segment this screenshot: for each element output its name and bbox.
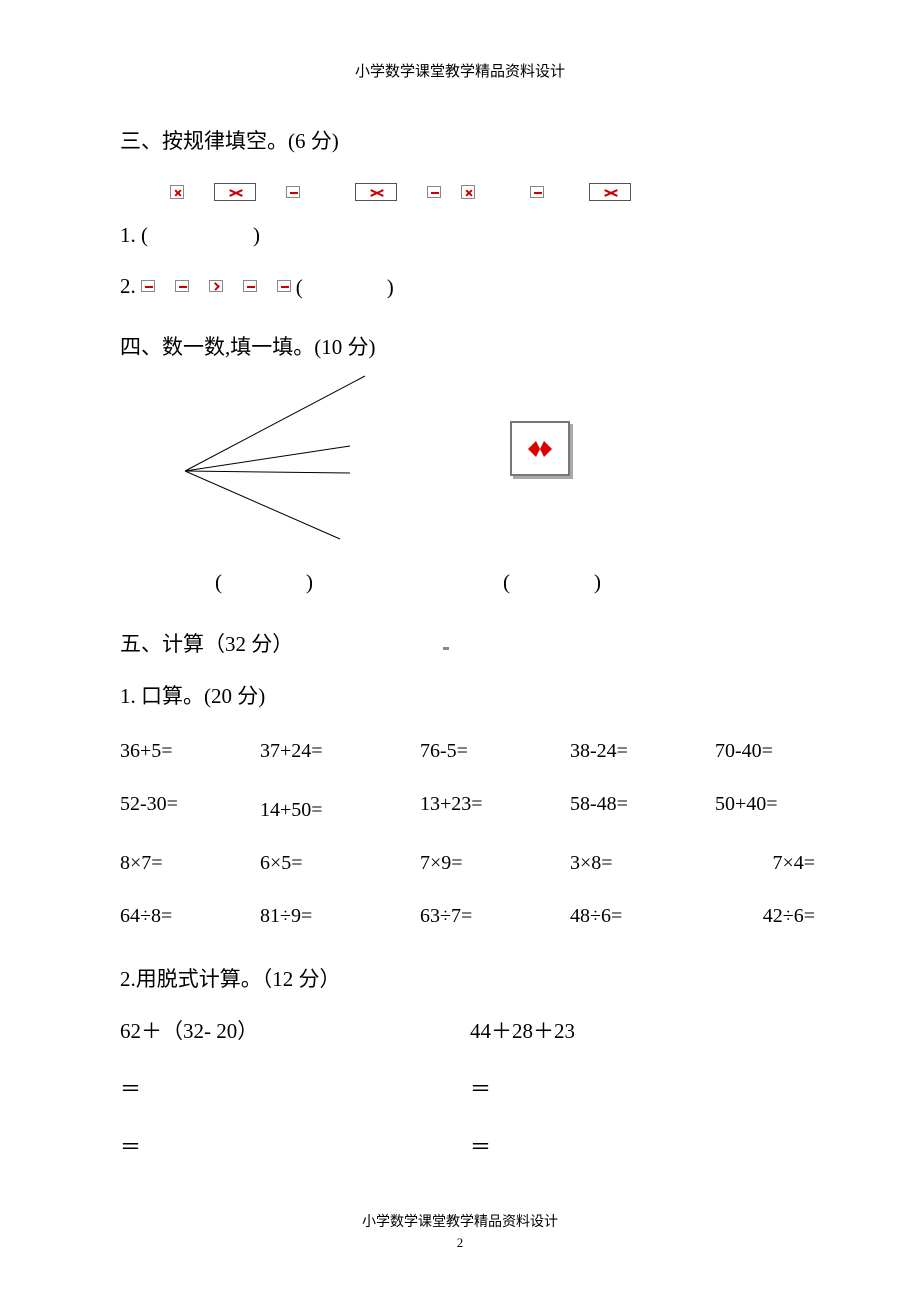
broken-image-icon bbox=[461, 185, 475, 199]
eq-left: ＝ bbox=[120, 1073, 470, 1103]
expr-right: 44＋28＋23 bbox=[470, 1015, 575, 1045]
figures-row bbox=[120, 371, 800, 546]
expr-left: 62＋（32- 20） bbox=[120, 1015, 470, 1045]
calc-cell: 48÷6= bbox=[570, 905, 715, 928]
calc-cell: 63÷7= bbox=[420, 905, 570, 928]
calc-cell: 8×7= bbox=[120, 852, 260, 875]
calc-cell: 70-40= bbox=[715, 740, 815, 763]
section5-title: 五、计算（32 分） bbox=[120, 628, 800, 658]
content-area: 三、按规律填空。(6 分) 1. ( ) 2. ( ) 四、数一数,填一填。(1… bbox=[120, 115, 800, 1161]
calc-cell: 13+23= bbox=[420, 793, 570, 822]
calc-cell: 7×4= bbox=[715, 852, 815, 875]
eq-right: ＝ bbox=[470, 1131, 491, 1161]
eq-left: ＝ bbox=[120, 1131, 470, 1161]
calc-grid: 36+5= 37+24= 76-5= 38-24= 70-40= 52-30= … bbox=[120, 740, 800, 928]
broken-image-large bbox=[510, 421, 570, 476]
calc-cell: 7×9= bbox=[420, 852, 570, 875]
pattern-row-1 bbox=[120, 183, 800, 201]
question-2: 2. ( ) bbox=[120, 271, 800, 301]
q2-prefix: 2. bbox=[120, 274, 136, 299]
expression-row: 62＋（32- 20） 44＋28＋23 bbox=[120, 1015, 800, 1045]
broken-image-icon bbox=[170, 185, 184, 199]
section5-sub2: 2.用脱式计算。（12 分） bbox=[120, 963, 800, 993]
figure-right bbox=[510, 421, 570, 476]
eq-row-2: ＝ ＝ bbox=[120, 1131, 800, 1161]
eq-right: ＝ bbox=[470, 1073, 491, 1103]
answer-blank-1: ( ) bbox=[215, 566, 313, 596]
section4-title: 四、数一数,填一填。(10 分) bbox=[120, 331, 800, 361]
broken-image-icon bbox=[209, 280, 223, 292]
calc-cell: 14+50= bbox=[260, 793, 420, 822]
calc-cell: 42÷6= bbox=[715, 905, 815, 928]
footer-text: 小学数学课堂教学精品资料设计 bbox=[0, 1211, 920, 1231]
calc-cell: 36+5= bbox=[120, 740, 260, 763]
broken-image-icon bbox=[530, 186, 544, 198]
answers-row: ( ) ( ) bbox=[120, 566, 800, 596]
calc-cell: 76-5= bbox=[420, 740, 570, 763]
section3-title: 三、按规律填空。(6 分) bbox=[120, 125, 800, 155]
calc-cell: 58-48= bbox=[570, 793, 715, 822]
page-header: 小学数学课堂教学精品资料设计 bbox=[0, 60, 920, 81]
broken-image-icon bbox=[141, 280, 155, 292]
broken-image-icon bbox=[175, 280, 189, 292]
calc-cell: 81÷9= bbox=[260, 905, 420, 928]
broken-image-icon bbox=[355, 183, 397, 201]
page-number: 2 bbox=[0, 1235, 920, 1251]
calc-cell: 37+24= bbox=[260, 740, 420, 763]
question-1: 1. ( ) bbox=[120, 219, 800, 249]
broken-image-icon bbox=[277, 280, 291, 292]
broken-image-icon bbox=[589, 183, 631, 201]
section5-sub1: 1. 口算。(20 分) bbox=[120, 680, 800, 710]
broken-image-icon bbox=[243, 280, 257, 292]
page-footer: 小学数学课堂教学精品资料设计 2 bbox=[0, 1211, 920, 1251]
calc-cell: 64÷8= bbox=[120, 905, 260, 928]
calc-cell: 3×8= bbox=[570, 852, 715, 875]
broken-image-icon bbox=[286, 186, 300, 198]
answer-blank-2: ( ) bbox=[503, 566, 601, 596]
eq-row-1: ＝ ＝ bbox=[120, 1073, 800, 1103]
broken-image-icon bbox=[427, 186, 441, 198]
center-mark bbox=[443, 647, 449, 650]
calc-cell: 38-24= bbox=[570, 740, 715, 763]
angle-figure bbox=[150, 371, 430, 546]
broken-image-icon bbox=[214, 183, 256, 201]
calc-cell: 6×5= bbox=[260, 852, 420, 875]
q2-suffix: ( ) bbox=[296, 271, 394, 301]
calc-cell: 52-30= bbox=[120, 793, 260, 822]
calc-cell: 50+40= bbox=[715, 793, 815, 822]
